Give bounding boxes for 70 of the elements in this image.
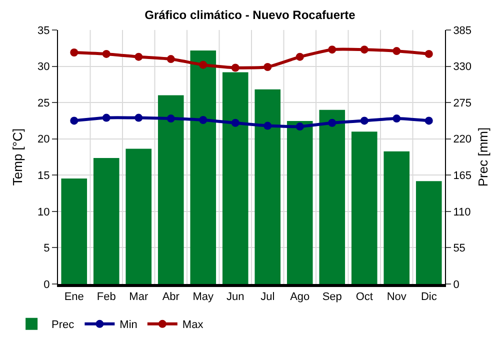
- chart-title: Gráfico climático - Nuevo Rocafuerte: [144, 8, 356, 22]
- y2-tick-label: 275: [453, 97, 472, 110]
- point: [166, 114, 175, 123]
- x-tick-label: Dic: [420, 291, 438, 304]
- y-tick-label: 20: [38, 134, 50, 146]
- y-tick-label: 30: [38, 61, 50, 74]
- x-tick-label: Mar: [129, 291, 148, 304]
- point: [102, 50, 110, 58]
- legend-label: Min: [120, 319, 138, 332]
- bar: [384, 151, 410, 284]
- bar: [319, 110, 346, 284]
- y2-tick-label: 220: [453, 134, 472, 146]
- bar: [254, 89, 281, 284]
- bar: [126, 148, 152, 284]
- x-tick-label: Feb: [96, 291, 116, 304]
- y-tick-label: 25: [38, 97, 50, 110]
- point: [264, 122, 272, 130]
- x-tick-label: Nov: [386, 291, 407, 304]
- point: [360, 46, 368, 54]
- x-tick-label: Jul: [260, 291, 275, 304]
- point: [199, 60, 208, 69]
- y-tick-label: 10: [38, 206, 50, 218]
- y-tick-label: 35: [38, 24, 50, 37]
- point: [134, 114, 143, 122]
- x-tick-label: Ago: [290, 291, 310, 304]
- y-tick-label: 15: [38, 170, 50, 182]
- point: [424, 116, 433, 125]
- y2-tick-label: 330: [453, 61, 472, 74]
- bar: [286, 121, 313, 284]
- x-tick-label: Sep: [322, 291, 342, 304]
- x-tick-label: Abr: [162, 291, 180, 304]
- point: [360, 116, 368, 125]
- point: [328, 46, 336, 54]
- bar: [158, 95, 184, 284]
- y2-tick-label: 165: [453, 170, 472, 182]
- bar: [351, 132, 378, 284]
- point: [296, 122, 304, 131]
- point: [392, 114, 401, 123]
- y-tick-label: 0: [44, 278, 50, 291]
- bar: [222, 72, 248, 284]
- point: [296, 52, 304, 61]
- bar: [416, 181, 442, 284]
- y2-tick-label: 110: [453, 206, 471, 218]
- point: [70, 48, 78, 56]
- point: [424, 50, 433, 58]
- point: [264, 63, 272, 72]
- point: [102, 114, 110, 122]
- point: [392, 47, 401, 56]
- point: [231, 64, 240, 72]
- point: [328, 118, 336, 127]
- point: [134, 52, 143, 61]
- bar: [190, 50, 216, 284]
- point: [199, 116, 208, 124]
- y-tick-label: 5: [44, 242, 50, 255]
- x-tick-label: Oct: [356, 291, 373, 304]
- legend-label: Max: [182, 319, 204, 332]
- y2-tick-label: 55: [453, 242, 466, 255]
- y-axis-title: Temp [°C]: [10, 128, 25, 186]
- y2-axis-title: Prec [mm]: [476, 127, 490, 187]
- x-tick-label: May: [192, 291, 214, 304]
- y2-tick-label: 0: [453, 278, 460, 291]
- x-tick-label: Ene: [64, 291, 84, 304]
- point: [166, 55, 175, 64]
- point: [231, 118, 240, 127]
- y2-tick-label: 385: [453, 24, 472, 37]
- x-tick-label: Jun: [226, 291, 244, 304]
- bar: [61, 178, 88, 284]
- legend-label: Prec: [52, 319, 75, 332]
- point: [70, 116, 78, 125]
- bar: [93, 158, 120, 284]
